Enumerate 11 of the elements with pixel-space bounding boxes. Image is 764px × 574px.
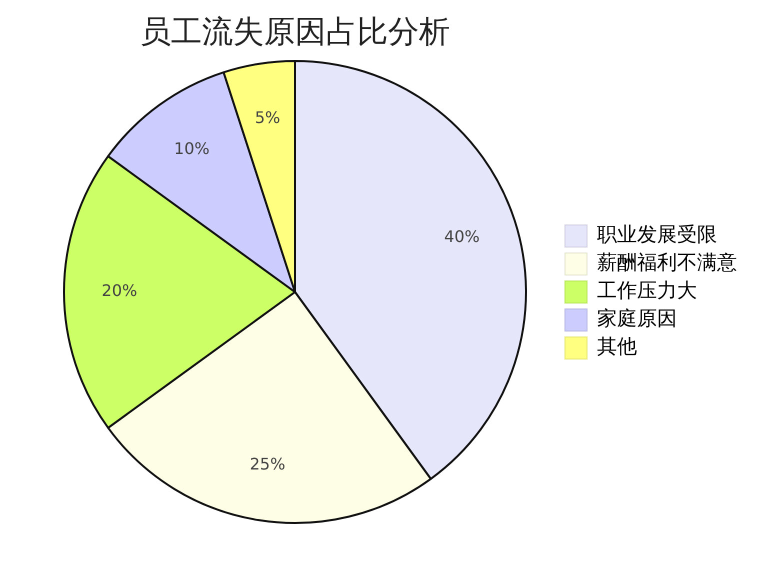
legend-label: 职业发展受限	[597, 222, 717, 246]
data-label: 40%	[444, 226, 480, 246]
legend-label: 薪酬福利不满意	[597, 250, 737, 274]
legend-label: 其他	[597, 334, 637, 358]
legend-label: 工作压力大	[597, 278, 697, 302]
data-label: 25%	[250, 454, 286, 474]
data-label: 10%	[174, 139, 210, 158]
data-label: 20%	[102, 281, 138, 300]
chart-title: 员工流失原因占比分析	[140, 14, 450, 50]
data-label: 5%	[254, 108, 280, 127]
legend-label: 家庭原因	[597, 306, 677, 330]
